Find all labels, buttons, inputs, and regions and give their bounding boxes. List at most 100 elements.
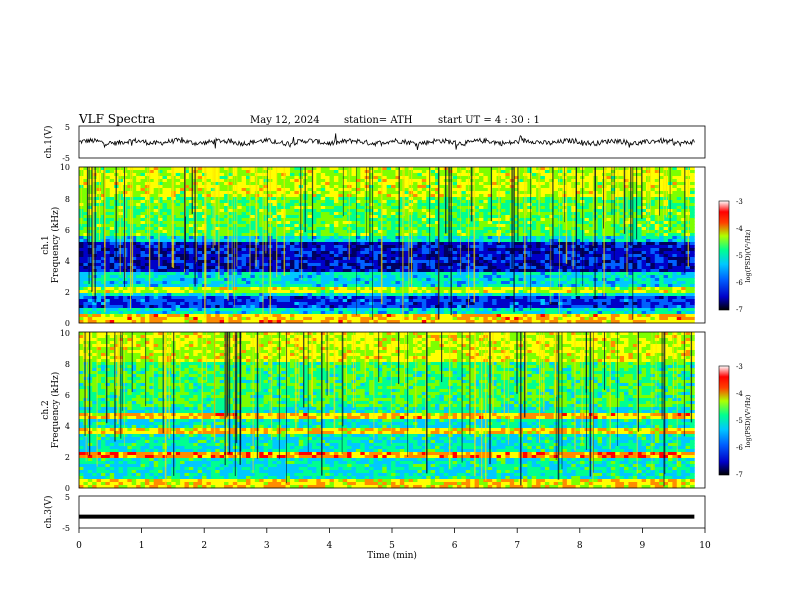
spectrogram-cell [619,224,625,228]
spectrogram-cell [615,248,621,252]
spectrogram-cell [197,221,203,225]
spectrogram-cell [421,230,427,234]
spectrogram-cell [615,233,621,237]
spectrogram-cell [681,260,686,264]
spectrogram-cell [307,245,313,249]
spectrogram-cell [461,173,467,177]
spectrogram-cell [149,167,155,171]
spectrogram-cell [659,203,664,207]
spectrogram-cell [377,170,383,174]
spectrogram-cell [457,215,462,219]
spectrogram-cell [632,263,638,267]
spectrogram-cell [558,185,563,189]
spectrogram-cell [259,206,265,210]
spectrogram-cell [224,248,229,252]
spectrogram-cell [676,221,682,225]
spectrogram-cell [641,266,647,270]
spectrogram-cell [360,197,366,201]
spectrogram-cell [285,167,291,171]
spectrogram-cell [461,176,467,180]
spectrogram-cell [421,236,427,240]
spectrogram-cell [500,263,506,267]
spectrogram-cell [184,224,190,228]
spectrogram-cell [492,236,497,240]
spectrogram-cell [79,227,84,231]
spectrogram-cell [215,269,221,273]
spectrogram-cell [197,185,203,189]
spectrogram-cell [413,242,418,246]
spectrogram-cell [149,170,155,174]
spectrogram-cell [426,263,432,267]
spectrogram-cell [140,176,146,180]
spectrogram-cell [470,191,475,195]
spectrogram-cell [285,209,291,213]
spectrogram-cell [540,257,546,261]
spectrogram-cell [219,263,225,267]
spectrogram-cell [228,176,234,180]
spectrogram-cell [219,188,225,192]
spectrogram-cell [127,176,133,180]
spectrogram-cell [307,254,313,258]
spectrogram-cell [382,245,388,249]
spectrogram-cell [338,206,344,210]
spectrogram-cell [492,209,497,213]
spectrogram-cell [342,227,348,231]
spectrogram-cell [355,224,361,228]
spectrogram-cell [386,260,392,264]
spectrogram-cell [518,239,524,243]
spectrogram-cell [166,227,172,231]
spectrogram-cell [224,176,229,180]
spectrogram-cell [131,224,137,228]
spectrogram-cell [307,185,313,189]
spectrogram-cell [250,257,256,261]
spectrogram-cell [641,182,647,186]
spectrogram-cell [650,212,656,216]
spectrogram-cell [100,215,106,219]
spectrogram-cell [575,170,581,174]
spectrogram-cell [87,182,93,186]
spectrogram-cell [166,254,172,258]
spectrogram-cell [180,260,185,264]
spectrogram-cell [413,239,418,243]
spectrogram-cell [259,182,265,186]
spectrogram-cell [250,206,256,210]
spectrogram-cell [206,176,212,180]
spectrogram-cell [461,233,467,237]
spectrogram-cell [241,212,247,216]
spectrogram-cell [487,206,493,210]
spectrogram-cell [351,173,357,177]
spectrogram-cell [571,251,577,255]
spectrogram-cell [435,233,440,237]
spectrogram-cell [158,269,163,273]
spectrogram-cell [188,248,194,252]
spectrogram-cell [219,236,225,240]
spectrogram-cell [294,221,300,225]
spectrogram-cell [276,224,282,228]
spectrogram-cell [540,167,546,171]
spectrogram-cell [487,194,493,198]
spectrogram-cell [347,263,352,267]
spectrogram-cell [184,272,190,276]
ch1-ytick-top: 5 [65,123,70,132]
spectrogram-cell [641,254,647,258]
spectrogram-cell [303,269,308,273]
spectrogram-cell [470,218,475,222]
spectrogram-cell [637,242,643,246]
spectrogram-cell [421,251,427,255]
spectrogram-cell [338,233,344,237]
spectrogram-cell [443,254,449,258]
spectrogram-cell [518,188,524,192]
spectrogram-cell [470,239,475,243]
spectrogram-cell [153,212,159,216]
spectrogram-cell [127,218,133,222]
spectrogram-cell [131,230,137,234]
spectrogram-cell [109,203,115,207]
spectrogram-cell [87,173,93,177]
spectrogram-cell [474,209,480,213]
spectrogram-cell [478,251,484,255]
spectrogram-cell [531,233,537,237]
spectrogram-cell [386,248,392,252]
spectrogram-cell [689,167,695,171]
spectrogram-cell [452,236,458,240]
spectrogram-cell [549,200,555,204]
